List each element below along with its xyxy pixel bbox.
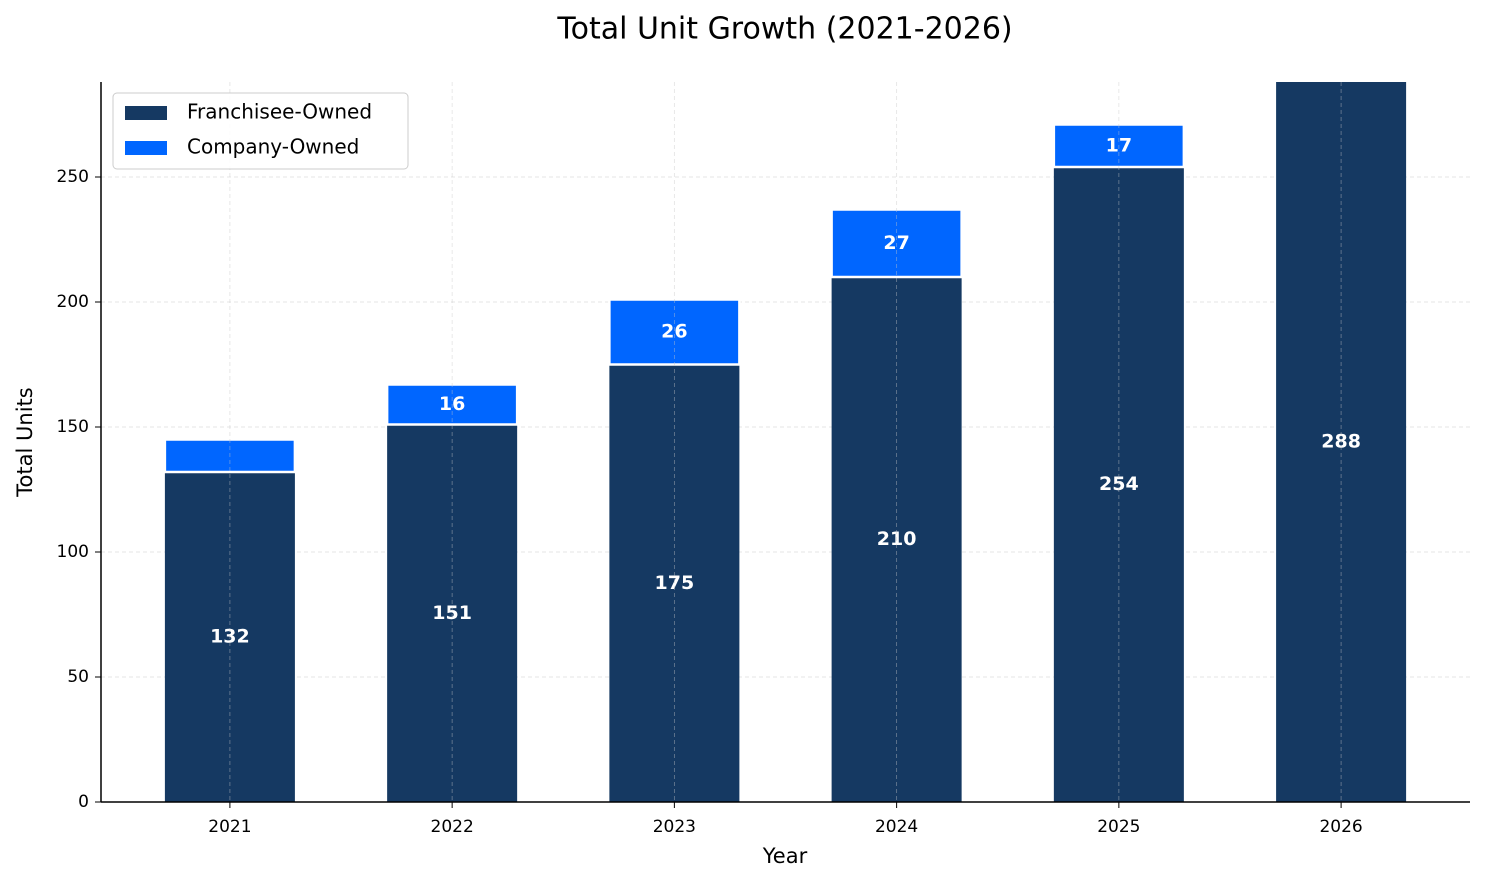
x-tick-label: 2022 — [431, 817, 474, 837]
legend-box — [112, 92, 409, 170]
y-tick-label: 50 — [67, 667, 89, 687]
y-tick-label: 100 — [57, 542, 89, 562]
x-tick-label: 2023 — [653, 817, 696, 837]
x-tick-label: 2026 — [1319, 817, 1362, 837]
x-tick-label: 2025 — [1097, 817, 1140, 837]
x-tick-label: 2021 — [208, 817, 251, 837]
legend-label: Franchisee-Owned — [187, 100, 372, 124]
y-axis-label: Total Units — [13, 387, 37, 497]
bar-segment — [608, 298, 741, 366]
y-tick-label: 200 — [57, 292, 89, 312]
legend-swatch — [125, 141, 167, 155]
data-label: 151 — [432, 602, 472, 624]
bar-segment — [387, 424, 518, 802]
x-tick-label: 2024 — [875, 817, 918, 837]
data-label: 27 — [883, 232, 909, 254]
y-tick-label: 250 — [57, 167, 89, 187]
legend-swatch — [125, 106, 167, 120]
y-tick-label: 0 — [78, 792, 89, 812]
chart-title: Total Unit Growth (2021-2026) — [556, 12, 1012, 47]
grid — [101, 176, 1470, 803]
x-axis-label: Year — [762, 844, 808, 868]
y-tick-label: 150 — [57, 417, 89, 437]
legend-label: Company-Owned — [187, 135, 359, 159]
data-label: 26 — [661, 321, 687, 343]
